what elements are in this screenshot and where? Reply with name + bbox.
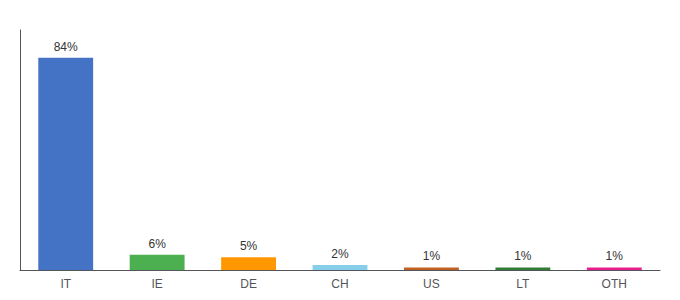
svg-text:2%: 2% <box>331 247 349 261</box>
svg-text:5%: 5% <box>240 239 258 253</box>
svg-text:LT: LT <box>516 277 530 291</box>
svg-text:84%: 84% <box>54 40 78 54</box>
svg-text:IT: IT <box>60 277 71 291</box>
svg-text:1%: 1% <box>606 249 624 263</box>
svg-text:US: US <box>423 277 440 291</box>
svg-text:IE: IE <box>151 277 162 291</box>
svg-text:CH: CH <box>331 277 348 291</box>
svg-text:1%: 1% <box>423 249 441 263</box>
svg-text:DE: DE <box>240 277 257 291</box>
svg-text:1%: 1% <box>514 249 532 263</box>
svg-text:6%: 6% <box>148 237 166 251</box>
svg-text:OTH: OTH <box>602 277 627 291</box>
